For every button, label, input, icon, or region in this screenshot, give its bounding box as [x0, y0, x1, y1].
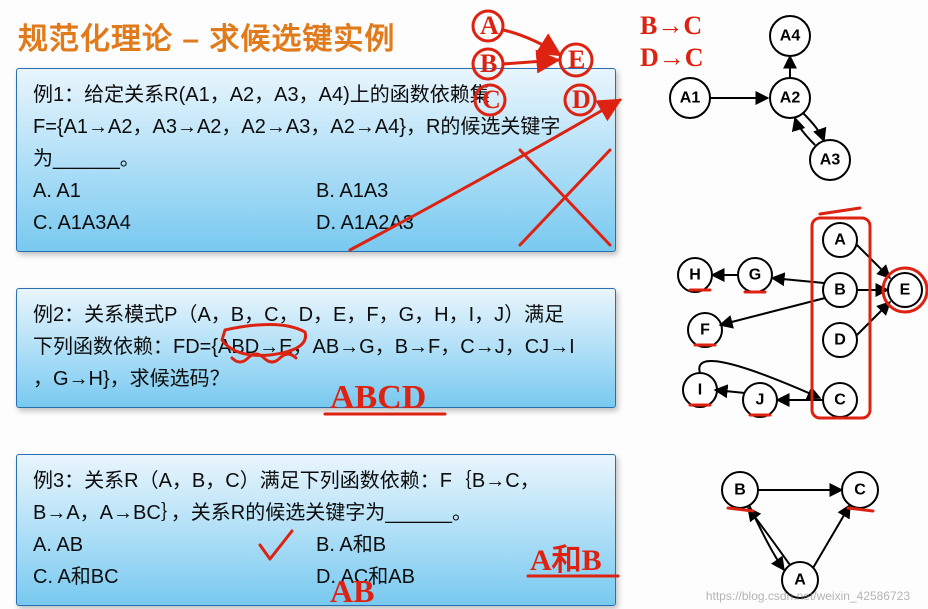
- ex3-opt-b: B. A和B: [316, 529, 599, 561]
- svg-text:B: B: [834, 282, 846, 299]
- ex1-line1: 例1：给定关系R(A1，A2，A3，A4)上的函数依赖集: [33, 79, 599, 111]
- svg-text:J: J: [756, 392, 765, 409]
- watermark: https://blog.csdn.net/weixin_42586723: [706, 589, 910, 603]
- ex2-line1: 例2：关系模式P（A，B，C，D，E，F，G，H，I，J）满足: [33, 299, 599, 331]
- svg-text:A: A: [794, 572, 806, 589]
- svg-text:A3: A3: [820, 152, 841, 169]
- svg-text:A1: A1: [680, 90, 701, 107]
- ex1-line3: 为______。: [33, 143, 599, 175]
- svg-text:C: C: [834, 392, 846, 409]
- svg-text:E: E: [900, 282, 911, 299]
- ex2-line2: 下列函数依赖：FD={ABD→E，AB→G，B→F，C→J，CJ→I: [33, 331, 599, 363]
- page-title: 规范化理论 – 求候选键实例: [18, 14, 395, 58]
- ex2-line3: ，G→H}，求候选码？: [33, 363, 599, 395]
- ex1-opt-d: D. A1A2A3: [316, 207, 599, 239]
- example-2-box: 例2：关系模式P（A，B，C，D，E，F，G，H，I，J）满足 下列函数依赖：F…: [16, 288, 616, 408]
- graph-2: A B C D E F G H I J: [678, 223, 922, 417]
- ex1-opt-b: B. A1A3: [316, 175, 599, 207]
- svg-text:A2: A2: [780, 90, 801, 107]
- ex3-line2: B→A，A→BC｝，关系R的候选关键字为______。: [33, 497, 599, 529]
- svg-text:D: D: [834, 332, 846, 349]
- svg-text:H: H: [689, 267, 701, 284]
- ex3-line1: 例3：关系R（A，B，C）满足下列函数依赖：F｛B→C，: [33, 465, 599, 497]
- svg-text:A: A: [834, 232, 846, 249]
- svg-text:A: A: [480, 11, 499, 40]
- example-1-box: 例1：给定关系R(A1，A2，A3，A4)上的函数依赖集 F={A1→A2，A3…: [16, 68, 616, 252]
- svg-text:G: G: [749, 267, 761, 284]
- svg-text:D→C: D→C: [640, 43, 704, 72]
- ex3-opt-a: A. AB: [33, 529, 316, 561]
- ex3-opt-c: C. A和BC: [33, 561, 316, 593]
- ex1-opt-a: A. A1: [33, 175, 316, 207]
- svg-text:I: I: [698, 382, 702, 399]
- ex3-opt-d: D. AC和AB: [316, 561, 599, 593]
- graph-1: A1 A2 A3 A4: [670, 16, 850, 180]
- svg-text:A4: A4: [780, 28, 801, 45]
- svg-text:F: F: [700, 322, 710, 339]
- svg-text:C: C: [854, 482, 866, 499]
- svg-text:B: B: [734, 482, 746, 499]
- graph-3: A B C: [722, 472, 878, 598]
- example-3-box: 例3：关系R（A，B，C）满足下列函数依赖：F｛B→C， B→A，A→BC｝，关…: [16, 454, 616, 606]
- ex1-line2: F={A1→A2，A3→A2，A2→A3，A2→A4}，R的候选关键字: [33, 111, 599, 143]
- ex1-opt-c: C. A1A3A4: [33, 207, 316, 239]
- svg-text:B→C: B→C: [640, 11, 702, 40]
